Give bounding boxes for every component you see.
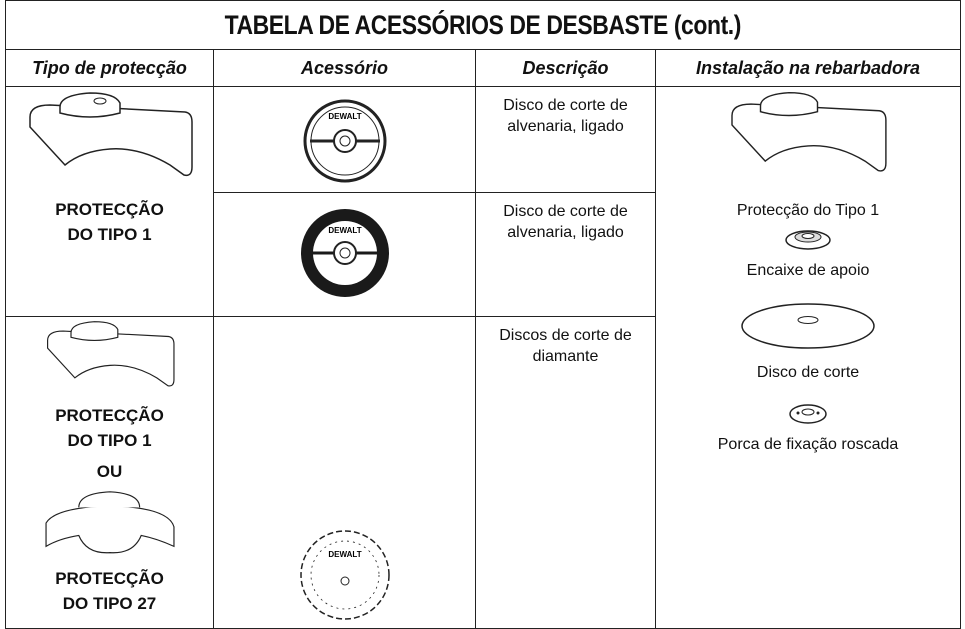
guard-type27-illustration <box>44 491 175 554</box>
install-label: Encaixe de apoio <box>746 262 870 279</box>
title: TABELA DE ACESSÓRIOS DE DESBASTE (cont.) <box>224 9 742 40</box>
diamond-disc-illustration: DEWALT <box>300 530 390 620</box>
description: Discos de corte de diamante <box>475 316 656 629</box>
guard-label: DO TIPO 1 <box>67 431 152 450</box>
title-cell: TABELA DE ACESSÓRIOS DE DESBASTE (cont.) <box>4 0 962 50</box>
guard-label: OU <box>96 462 123 481</box>
installed-guard-illustration <box>731 91 887 172</box>
accessory-table: TABELA DE ACESSÓRIOS DE DESBASTE (cont.)… <box>4 0 962 629</box>
guard-label: PROTECÇÃO <box>55 569 164 588</box>
cutting-disc-illustration <box>741 303 875 349</box>
lock-nut-illustration <box>789 404 827 424</box>
disc-logo: DEWALT <box>328 226 361 235</box>
guard-cell: PROTECÇÃO DO TIPO 1 <box>5 86 214 317</box>
install-label: Protecção do Tipo 1 <box>736 202 880 219</box>
column-header: Descrição <box>475 49 656 87</box>
accessory-cell: DEWALT <box>213 316 476 629</box>
guard-label: DO TIPO 1 <box>67 225 152 244</box>
accessory-cell: DEWALT <box>213 192 476 317</box>
backing-flange-illustration <box>785 230 831 250</box>
install-label: Disco de corte <box>756 364 860 381</box>
disc-logo: DEWALT <box>328 112 361 121</box>
column-header: Instalação na rebarbadora <box>654 49 962 87</box>
accessory-cell: DEWALT <box>213 86 476 193</box>
column-header: Acessório <box>213 49 476 87</box>
install-label: Porca de fixação roscada <box>717 436 899 453</box>
column-header: Tipo de protecção <box>5 49 214 87</box>
guard-label: PROTECÇÃO <box>55 406 164 425</box>
guard-label: PROTECÇÃO <box>55 200 164 219</box>
description: Disco de corte de alvenaria, ligado <box>475 86 656 193</box>
bonded-disc-illustration: DEWALT <box>303 99 387 183</box>
guard-cell: PROTECÇÃO DO TIPO 1 OU PROTECÇÃO DO TIPO… <box>5 316 214 629</box>
guard-type1-illustration <box>28 92 193 177</box>
installation-cell: Protecção do Tipo 1 Encaixe de apoio Dis… <box>654 86 962 629</box>
guard-label: DO TIPO 27 <box>62 594 157 613</box>
bonded-disc-illustration: DEWALT <box>301 209 389 297</box>
guard-type1-illustration <box>46 321 175 387</box>
disc-logo: DEWALT <box>328 550 361 559</box>
description: Disco de corte de alvenaria, ligado <box>475 192 656 317</box>
